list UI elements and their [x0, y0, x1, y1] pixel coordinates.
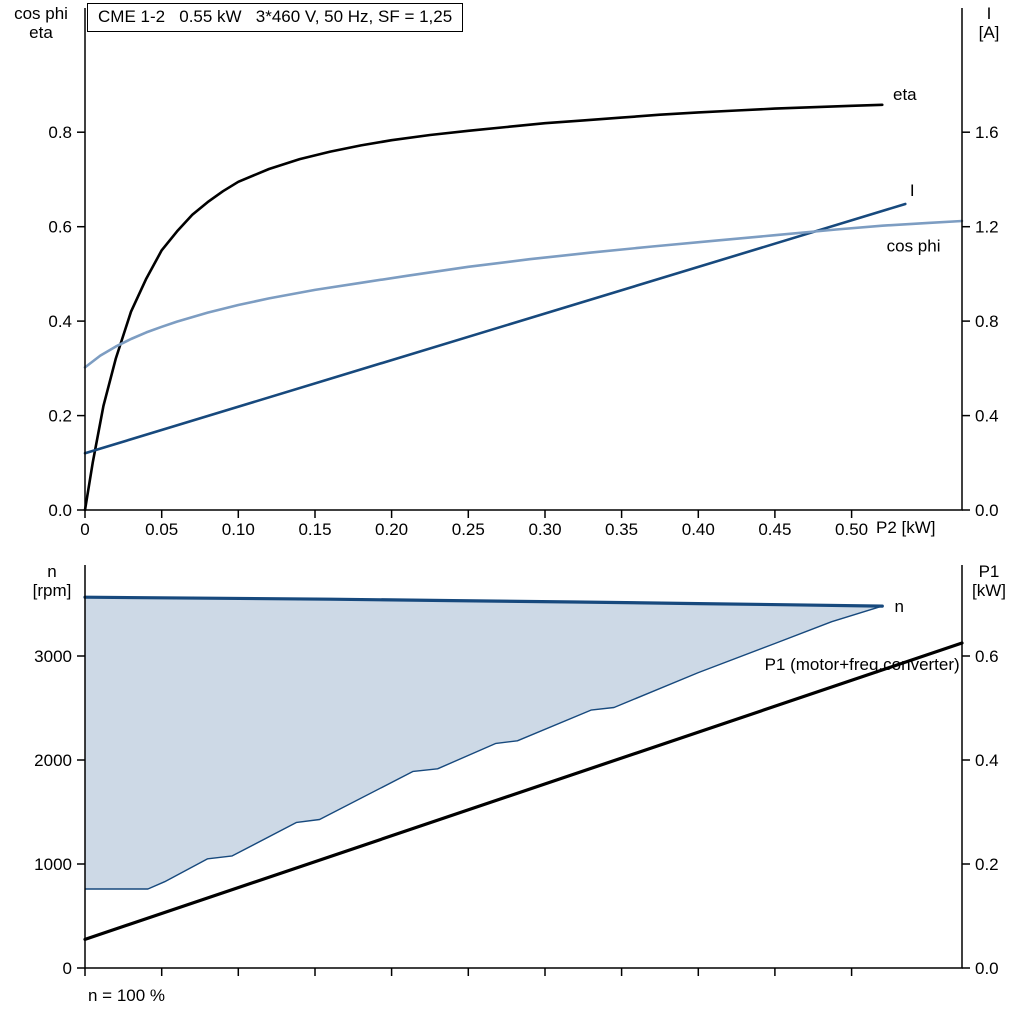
x-axis-title: P2 [kW] [876, 518, 936, 537]
x-tick-label: 0.25 [452, 520, 485, 539]
x-tick-label: 0.40 [682, 520, 715, 539]
lower-left-axis-title-line1: n [47, 562, 57, 581]
right-tick-label: 0.4 [975, 751, 999, 770]
lower-chart: n P1 (motor+freq.converter) 0 1000 2000 3000 0… [34, 565, 999, 978]
x-tick-label: 0.30 [528, 520, 561, 539]
x-tick-label: 0.20 [375, 520, 408, 539]
right-tick-label: 1.6 [975, 123, 999, 142]
upper-right-axis-title-line2: [A] [978, 23, 1000, 42]
upper-right-axis-title: I [A] [962, 4, 1016, 42]
right-tick-label: 1.2 [975, 218, 999, 237]
right-tick-label: 0.4 [975, 407, 999, 426]
x-tick-label: 0.45 [758, 520, 791, 539]
axis-frame [84, 565, 963, 969]
right-tick-label: 0.0 [975, 959, 999, 978]
left-tick-label: 0.0 [48, 501, 72, 520]
left-tick-label: 0.6 [48, 218, 72, 237]
x-tick-label: 0.50 [835, 520, 868, 539]
chart-title-box: CME 1-2 0.55 kW 3*460 V, 50 Hz, SF = 1,2… [87, 3, 464, 32]
left-tick-label: 1000 [34, 855, 72, 874]
right-tick-label: 0.0 [975, 501, 999, 520]
x-tick-label: 0.35 [605, 520, 638, 539]
curve-eta [83, 103, 884, 512]
x-tick-label: 0.10 [222, 520, 255, 539]
lower-left-axis-title-line2: [rpm] [32, 581, 72, 600]
curve-p1-motor-freq-converter [83, 641, 964, 941]
speed-operating-range-lower-bound [85, 605, 883, 890]
x-tick-label: 0.15 [298, 520, 331, 539]
speed-operating-range-area [85, 597, 883, 889]
right-tick-label: 0.6 [975, 647, 999, 666]
upper-left-axis-title-line2: eta [29, 23, 53, 42]
speed-footnote: n = 100 % [88, 986, 166, 1005]
left-tick-label: 0.2 [48, 407, 72, 426]
curve-label-n: n [895, 597, 904, 616]
left-tick-label: 0.8 [48, 123, 72, 142]
curve-cos-phi [83, 219, 964, 369]
lower-right-axis-title-line1: P1 [978, 562, 1000, 581]
curve-label-eta: eta [893, 85, 917, 104]
right-tick-label: 0.2 [975, 855, 999, 874]
curve-label-i: I [910, 181, 915, 200]
axis-frame [84, 8, 963, 511]
left-tick-label: 3000 [34, 647, 72, 666]
curve-i [83, 202, 907, 455]
right-tick-label: 0.8 [975, 312, 999, 331]
upper-right-axis-title-line1: I [986, 4, 992, 23]
curve-n [83, 595, 884, 608]
curve-label-p1-motor-freq-converter: P1 (motor+freq.converter) [765, 655, 960, 674]
left-tick-label: 2000 [34, 751, 72, 770]
upper-left-axis-title-line1: cos phi [14, 4, 68, 23]
x-tick-label: 0.05 [145, 520, 178, 539]
lower-left-axis-title: n [rpm] [14, 562, 90, 600]
lower-right-axis-title: P1 [kW] [960, 562, 1018, 600]
lower-right-axis-title-line2: [kW] [972, 581, 1006, 600]
left-tick-label: 0 [63, 959, 72, 978]
x-tick-label: 0 [80, 520, 89, 539]
curve-label-cos-phi: cos phi [887, 237, 941, 256]
left-tick-label: 0.4 [48, 312, 72, 331]
upper-left-axis-title: cos phi eta [2, 4, 80, 42]
